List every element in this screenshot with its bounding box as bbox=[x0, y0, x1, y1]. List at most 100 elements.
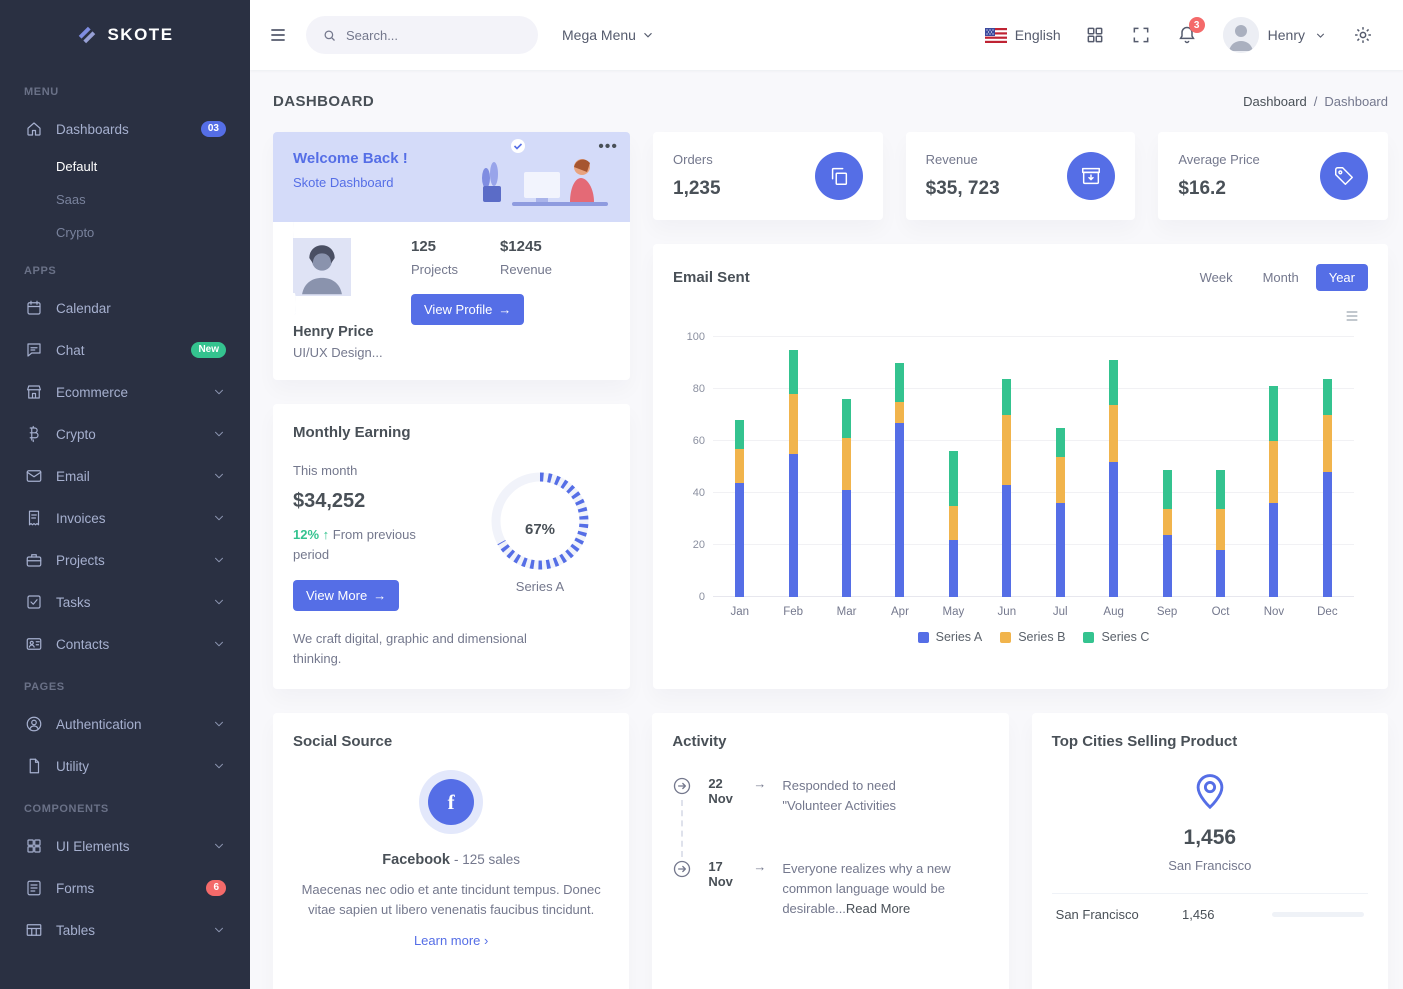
period-toggle: Week Month Year bbox=[1187, 264, 1368, 291]
period-button-month[interactable]: Month bbox=[1250, 264, 1312, 291]
user-menu[interactable]: Henry bbox=[1215, 17, 1335, 53]
monthly-earning-title: Monthly Earning bbox=[293, 424, 411, 441]
main-content: DASHBOARD Dashboard / Dashboard Welcome … bbox=[250, 70, 1403, 989]
chat-icon bbox=[24, 340, 44, 360]
legend-item-series-b[interactable]: Series B bbox=[1000, 630, 1065, 644]
sidebar-badge: New bbox=[191, 342, 226, 358]
chart-menu-button[interactable] bbox=[1344, 308, 1360, 324]
sidebar-item-ecommerce[interactable]: Ecommerce bbox=[0, 371, 250, 413]
bar-segment-series-b bbox=[1216, 508, 1225, 551]
sidebar-item-calendar[interactable]: Calendar bbox=[0, 287, 250, 329]
chart-gridline bbox=[713, 440, 1354, 441]
sidebar: SKOTE MENU Dashboards 03 Default Saas Crypto A… bbox=[0, 0, 250, 989]
facebook-icon: f bbox=[428, 779, 475, 826]
sidebar-item-utility[interactable]: Utility bbox=[0, 745, 250, 787]
city-name: San Francisco bbox=[1055, 907, 1139, 923]
fullscreen-icon bbox=[1131, 25, 1151, 45]
sidebar-item-label: Tasks bbox=[56, 594, 91, 610]
settings-button[interactable] bbox=[1345, 17, 1381, 53]
mega-menu-button[interactable]: Mega Menu bbox=[562, 27, 655, 43]
chart-gridline bbox=[713, 388, 1354, 389]
sidebar-subitem-saas[interactable]: Saas bbox=[56, 192, 86, 207]
sidebar-item-label: Contacts bbox=[56, 636, 110, 652]
projects-label: Projects bbox=[411, 262, 458, 277]
chart-y-tick: 100 bbox=[686, 331, 705, 343]
sidebar-item-invoices[interactable]: Invoices bbox=[0, 497, 250, 539]
activity-date: 17 Nov → bbox=[708, 859, 766, 919]
sidebar-item-chat[interactable]: Chat New bbox=[0, 329, 250, 371]
social-source-card: Social Source f Facebook - 125 sales Mae… bbox=[273, 713, 630, 989]
chevron-right-icon: › bbox=[484, 933, 489, 949]
sidebar-item-tables[interactable]: Tables bbox=[0, 909, 250, 951]
sidebar-item-dashboards[interactable]: Dashboards 03 bbox=[0, 108, 250, 150]
bar-segment-series-c bbox=[895, 363, 905, 403]
user-name: Henry bbox=[1267, 27, 1305, 43]
sidebar-item-email[interactable]: Email bbox=[0, 455, 250, 497]
period-button-year[interactable]: Year bbox=[1315, 264, 1368, 291]
profile-name: Henry Price bbox=[293, 324, 374, 340]
sidebar-item-label: Chat bbox=[56, 342, 85, 358]
more-options-icon[interactable]: ••• bbox=[598, 138, 618, 155]
email-sent-card: Email Sent Week Month Year 0 20 40 60 80 100 Ja… bbox=[653, 244, 1388, 690]
home-icon bbox=[24, 119, 44, 139]
chart-gridline bbox=[713, 492, 1354, 493]
brand-logo[interactable]: SKOTE bbox=[0, 0, 250, 70]
brand-logo-icon bbox=[76, 24, 98, 46]
bar-segment-series-c bbox=[1002, 378, 1012, 416]
chart-bar-group bbox=[980, 337, 1033, 597]
menu-toggle-button[interactable] bbox=[260, 17, 296, 53]
chevron-down-icon bbox=[641, 28, 655, 42]
sidebar-item-projects[interactable]: Projects bbox=[0, 539, 250, 581]
monthly-earning-footer: We craft digital, graphic and dimensiona… bbox=[293, 631, 527, 667]
language-label: English bbox=[1014, 27, 1061, 43]
table-icon bbox=[24, 920, 44, 940]
search-box[interactable] bbox=[306, 16, 538, 54]
chevron-down-icon bbox=[212, 511, 226, 525]
radial-value: 67% bbox=[524, 521, 556, 538]
sidebar-item-crypto[interactable]: Crypto bbox=[0, 413, 250, 455]
chart-bar-aug bbox=[1109, 360, 1119, 597]
activity-card: Activity 22 Nov → Responded to need "Volun… bbox=[652, 713, 1009, 989]
fullscreen-button[interactable] bbox=[1123, 17, 1159, 53]
bar-segment-series-c bbox=[1109, 360, 1119, 405]
legend-item-series-c[interactable]: Series C bbox=[1083, 630, 1149, 644]
sidebar-subitem-default[interactable]: Default bbox=[56, 159, 98, 174]
read-more-link[interactable]: Read More bbox=[845, 900, 911, 916]
page-title: DASHBOARD bbox=[273, 93, 375, 110]
sidebar-item-contacts[interactable]: Contacts bbox=[0, 623, 250, 665]
envelope-icon bbox=[24, 466, 44, 486]
view-more-button[interactable]: View More → bbox=[293, 580, 400, 611]
arrow-right-icon: → bbox=[753, 776, 767, 792]
period-button-week[interactable]: Week bbox=[1187, 264, 1246, 291]
sidebar-item-ui-elements[interactable]: UI Elements bbox=[0, 825, 250, 867]
map-pin-icon bbox=[1052, 766, 1368, 812]
breadcrumb-link[interactable]: Dashboard bbox=[1243, 94, 1307, 109]
sidebar-item-tasks[interactable]: Tasks bbox=[0, 581, 250, 623]
learn-more-link[interactable]: Learn more › bbox=[414, 933, 488, 948]
view-profile-button[interactable]: View Profile → bbox=[411, 294, 525, 325]
chart-bar-jan bbox=[735, 420, 745, 597]
notifications-button[interactable]: 3 bbox=[1169, 17, 1205, 53]
bar-segment-series-c bbox=[1216, 469, 1225, 509]
bar-segment-series-c bbox=[1269, 386, 1279, 442]
search-input[interactable] bbox=[346, 27, 522, 43]
sidebar-item-forms[interactable]: Forms 6 bbox=[0, 867, 250, 909]
bar-segment-series-a bbox=[895, 422, 905, 597]
top-city-value: 1,456 bbox=[1183, 826, 1237, 850]
chart-y-tick: 60 bbox=[692, 435, 705, 447]
apps-grid-button[interactable] bbox=[1077, 17, 1113, 53]
bar-segment-series-c bbox=[1322, 378, 1332, 416]
legend-item-series-a[interactable]: Series A bbox=[917, 630, 982, 644]
change-percent: 12% bbox=[293, 527, 320, 542]
social-network-name: Facebook - 125 sales bbox=[293, 852, 609, 868]
sidebar-subitem-crypto[interactable]: Crypto bbox=[56, 225, 95, 240]
brand-name: SKOTE bbox=[107, 25, 174, 44]
chart-y-tick: 0 bbox=[698, 591, 705, 603]
bar-segment-series-b bbox=[895, 402, 905, 423]
bar-segment-series-c bbox=[1162, 469, 1172, 509]
chart-bar-group bbox=[713, 337, 766, 597]
chart-bar-jul bbox=[1055, 428, 1065, 597]
archive-in-icon bbox=[1067, 152, 1116, 200]
sidebar-item-authentication[interactable]: Authentication bbox=[0, 703, 250, 745]
language-selector[interactable]: English bbox=[979, 21, 1067, 49]
